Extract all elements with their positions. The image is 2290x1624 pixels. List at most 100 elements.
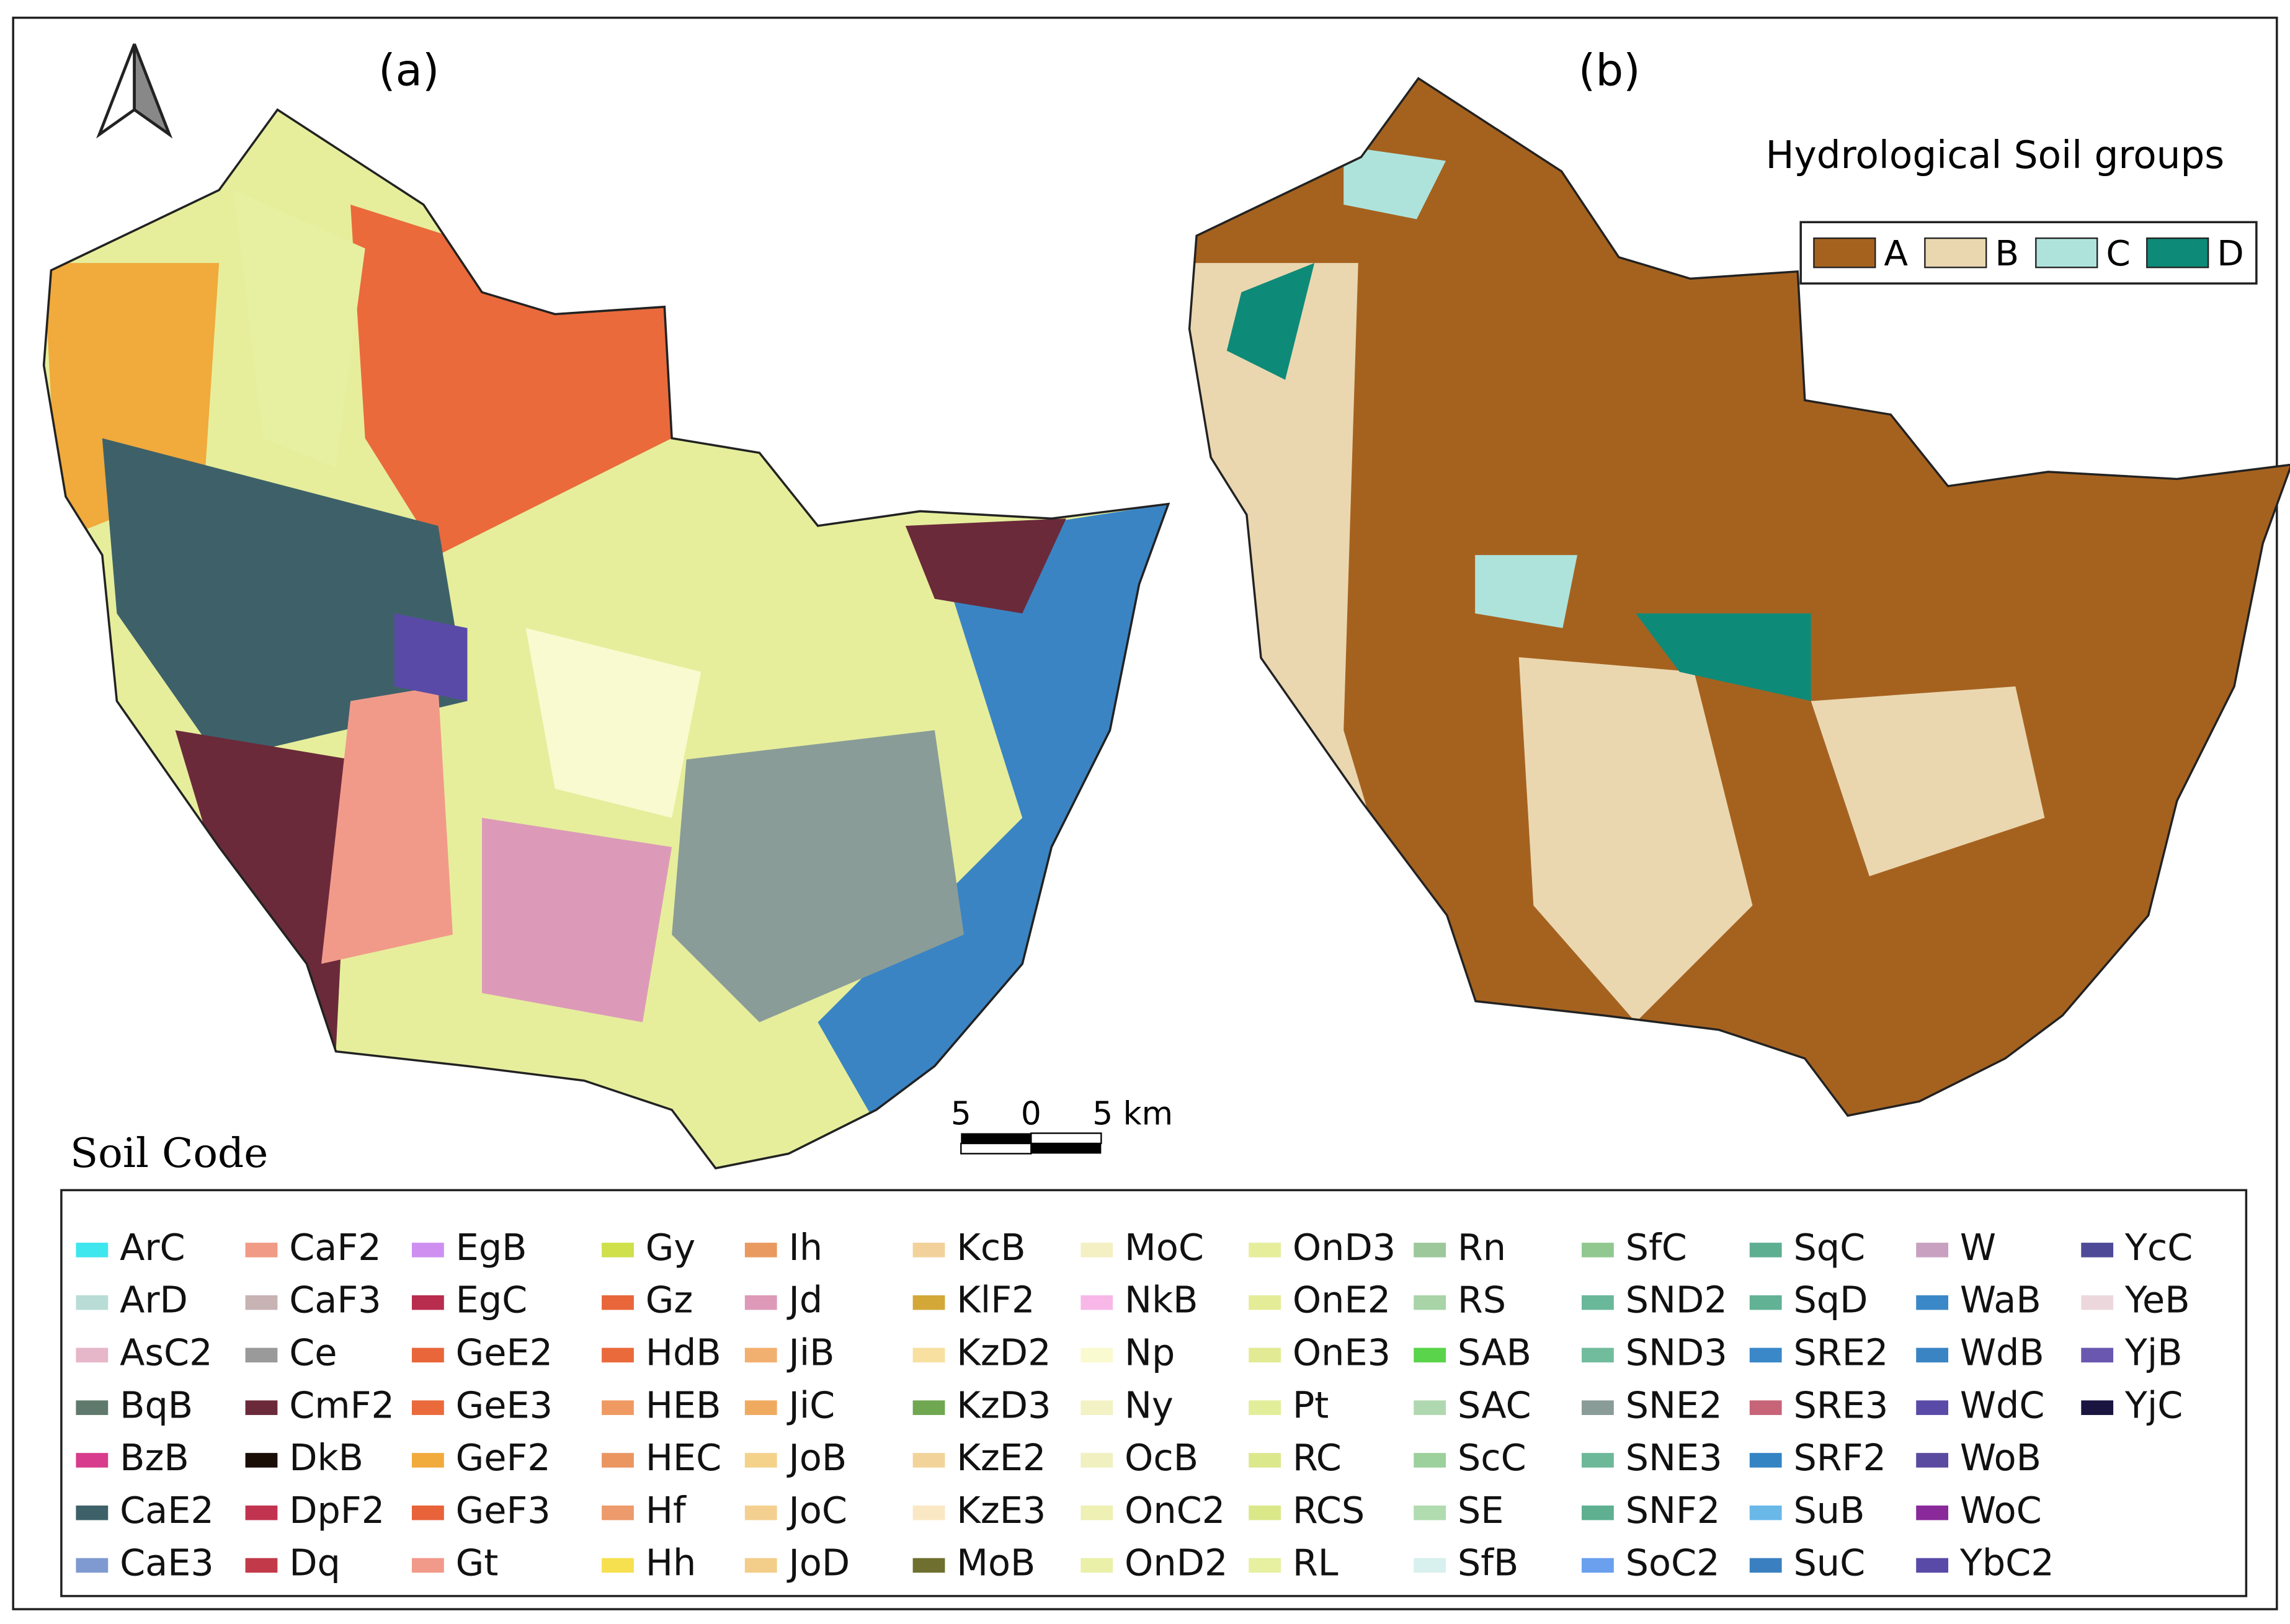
legend-label: Ih — [788, 1226, 822, 1269]
legend-swatch — [1582, 1295, 1614, 1310]
legend-swatch — [1080, 1243, 1113, 1258]
legend-label: SND2 — [1626, 1279, 1727, 1321]
legend-label: WoB — [1960, 1436, 2041, 1479]
legend-swatch — [245, 1295, 278, 1310]
legend-label: JoB — [786, 1436, 847, 1479]
legend-label: SqC — [1793, 1226, 1865, 1269]
legend-swatch — [76, 1505, 109, 1520]
legend-swatch — [1749, 1243, 1782, 1258]
legend-label: SRE3 — [1793, 1383, 1888, 1426]
legend-label: Ny — [1125, 1383, 1174, 1426]
legend-label: SAB — [1458, 1331, 1531, 1374]
legend-label: OnD3 — [1293, 1226, 1396, 1269]
legend-swatch — [1080, 1295, 1113, 1310]
legend-label: YbC2 — [1959, 1542, 2054, 1584]
legend-swatch — [1924, 237, 1987, 268]
legend-box — [60, 1189, 2248, 1597]
legend-swatch — [245, 1243, 278, 1258]
legend-swatch — [1582, 1558, 1614, 1573]
legend-label: HEB — [646, 1383, 721, 1426]
legend-swatch — [1414, 1243, 1446, 1258]
legend-swatch — [2081, 1347, 2114, 1363]
legend-swatch — [1249, 1400, 1281, 1415]
legend-swatch — [744, 1453, 777, 1468]
legend-swatch — [245, 1400, 278, 1415]
legend-label: RC — [1293, 1436, 1342, 1479]
legend-label: SfB — [1458, 1542, 1518, 1584]
legend-label: YeB — [2124, 1279, 2190, 1321]
legend-swatch — [602, 1453, 634, 1468]
legend-label: GeE2 — [456, 1331, 553, 1374]
legend-label: Np — [1125, 1331, 1175, 1374]
legend-swatch — [1749, 1505, 1782, 1520]
legend-swatch — [1414, 1453, 1446, 1468]
legend-swatch — [1080, 1505, 1113, 1520]
legend-label: WoC — [1960, 1489, 2042, 1532]
legend-swatch — [744, 1505, 777, 1520]
legend-label: OnE3 — [1293, 1331, 1391, 1374]
legend-swatch — [744, 1558, 777, 1573]
legend-label: KzD2 — [956, 1331, 1051, 1374]
panel-label: (a) — [378, 45, 439, 96]
legend-swatch — [1080, 1558, 1113, 1573]
legend-swatch — [1582, 1400, 1614, 1415]
legend-label: CmF2 — [289, 1383, 394, 1426]
legend-swatch — [245, 1347, 278, 1363]
legend-swatch — [1080, 1347, 1113, 1363]
legend-label: GeF3 — [456, 1489, 551, 1532]
legend-label: SRE2 — [1793, 1331, 1888, 1374]
legend-label: KzE3 — [956, 1489, 1046, 1532]
legend-label: GeE3 — [456, 1383, 553, 1426]
legend-swatch — [411, 1347, 444, 1363]
north-arrow — [96, 43, 173, 139]
legend-label: KzE2 — [956, 1436, 1046, 1479]
legend-swatch — [1916, 1558, 1949, 1573]
legend-label: OcB — [1125, 1436, 1198, 1479]
legend-label: ArC — [120, 1226, 185, 1269]
legend-label: JoD — [786, 1542, 850, 1584]
legend-swatch — [245, 1453, 278, 1468]
legend-swatch — [744, 1400, 777, 1415]
legend-swatch — [1582, 1453, 1614, 1468]
legend-label: CaE2 — [120, 1489, 214, 1532]
legend-swatch — [76, 1558, 109, 1573]
legend-label: OnD2 — [1125, 1542, 1227, 1584]
legend-label: WaB — [1960, 1279, 2041, 1321]
legend-label: SRF2 — [1793, 1436, 1886, 1479]
legend-swatch — [1749, 1558, 1782, 1573]
legend-label: CaF3 — [289, 1279, 381, 1321]
legend-label: OnE2 — [1293, 1279, 1391, 1321]
legend-label: D — [2217, 234, 2244, 274]
legend-swatch — [411, 1453, 444, 1468]
legend-swatch — [1414, 1400, 1446, 1415]
legend-swatch — [2081, 1295, 2114, 1310]
legend-swatch — [602, 1505, 634, 1520]
legend-swatch — [1414, 1295, 1446, 1310]
legend-swatch — [1080, 1453, 1113, 1468]
legend-label: WdC — [1960, 1383, 2045, 1426]
legend-label: JiB — [786, 1331, 834, 1374]
soil-map — [43, 109, 1169, 1169]
legend-swatch — [744, 1347, 777, 1363]
legend-swatch — [1916, 1505, 1949, 1520]
legend-swatch — [1749, 1453, 1782, 1468]
legend-label: RS — [1458, 1279, 1506, 1321]
legend-label: BzB — [120, 1436, 189, 1479]
scale-label: 0 — [1021, 1095, 1041, 1132]
legend-label: Jd — [786, 1279, 822, 1321]
scale-label: 5 km — [1092, 1095, 1173, 1132]
legend-swatch — [1249, 1347, 1281, 1363]
legend-swatch — [2146, 237, 2209, 268]
panel-label: (b) — [1579, 45, 1641, 96]
legend-label: KlF2 — [956, 1279, 1035, 1321]
legend-label: B — [1995, 234, 2019, 274]
legend-swatch — [1080, 1400, 1113, 1415]
legend-label: SND3 — [1626, 1331, 1727, 1374]
legend-swatch — [602, 1558, 634, 1573]
legend-swatch — [912, 1347, 945, 1363]
legend-swatch — [602, 1400, 634, 1415]
legend-label: RL — [1293, 1542, 1339, 1584]
legend-swatch — [411, 1295, 444, 1310]
legend-swatch — [2035, 237, 2098, 268]
